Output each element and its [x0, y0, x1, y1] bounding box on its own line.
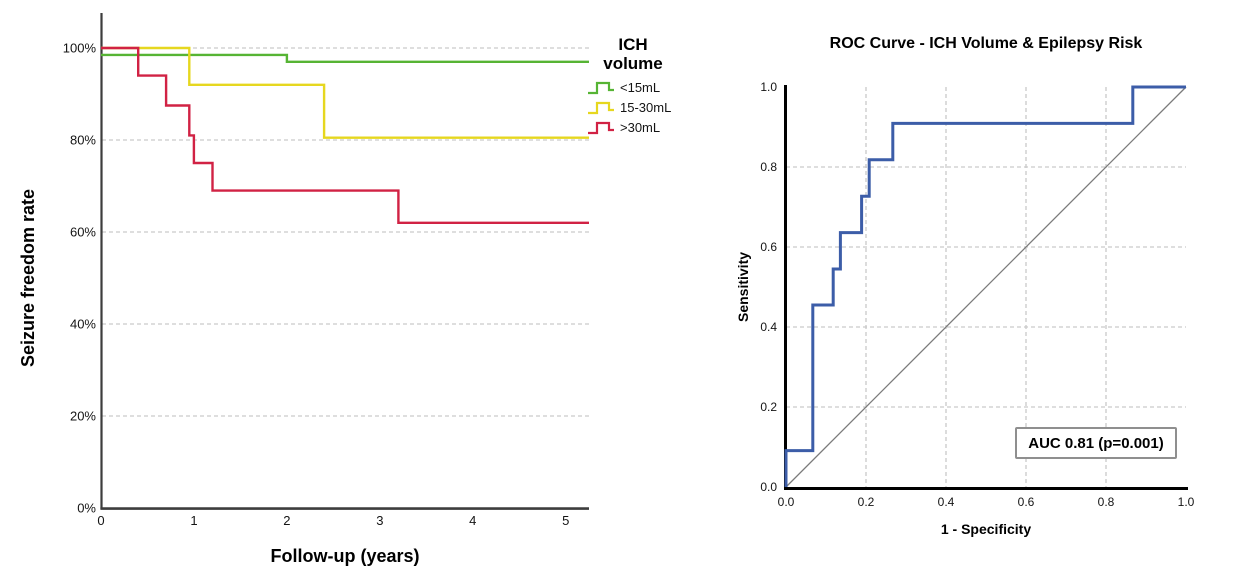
km-y-tick-label: 0%	[77, 501, 96, 516]
km-y-axis-title: Seizure freedom rate	[18, 189, 38, 367]
km-legend-label-2: >30mL	[620, 120, 660, 135]
roc-x-tick-label: 0.2	[858, 495, 875, 509]
roc-x-tick-label: 0.0	[778, 495, 795, 509]
km-legend-entries: <15mL 15-30mL >30mL	[588, 80, 671, 135]
roc-auc-annotation: AUC 0.81 (p=0.001)	[1015, 427, 1177, 459]
roc-y-tick-label: 1.0	[760, 80, 777, 94]
roc-x-tick-label: 0.8	[1098, 495, 1115, 509]
km-x-tick-label: 1	[190, 513, 197, 528]
roc-x-tick-label: 1.0	[1178, 495, 1195, 509]
km-x-tick-label: 0	[97, 513, 104, 528]
roc-reference-diagonal	[785, 86, 1187, 488]
roc-y-axis-title: Sensitivity	[735, 252, 751, 322]
km-legend-title-line-2: volume	[603, 54, 663, 73]
km-y-tick-label: 40%	[70, 317, 96, 332]
km-legend-title-line-1: ICH	[618, 35, 647, 54]
km-chart: 0% 20% 40% 60% 80% 100% 0 1 2 3 4 5	[63, 13, 589, 528]
km-legend-glyph-2	[588, 121, 614, 135]
roc-title: ROC Curve - ICH Volume & Epilepsy Risk	[830, 35, 1143, 52]
km-x-tick-label: 4	[469, 513, 476, 528]
auc-text: AUC 0.81 (p=0.001)	[1028, 435, 1163, 452]
roc-chart: 0.0 0.2 0.4 0.6 0.8 1.0 0.0 0.2 0.4 0.6 0.8 1.0	[760, 80, 1194, 509]
km-x-tick-label: 2	[283, 513, 290, 528]
km-x-tick-label: 3	[376, 513, 383, 528]
km-legend-label-1: 15-30mL	[620, 100, 671, 115]
auc-box	[1015, 427, 1177, 459]
km-y-tick-label: 20%	[70, 409, 96, 424]
roc-y-tick-label: 0.0	[760, 480, 777, 494]
roc-series-0	[784, 85, 1186, 487]
km-legend-glyph-1	[588, 101, 614, 115]
roc-y-tick-label: 0.8	[760, 160, 777, 174]
roc-x-tick-label: 0.4	[938, 495, 955, 509]
roc-y-tick-label: 0.2	[760, 400, 777, 414]
km-y-tick-label: 100%	[63, 41, 97, 56]
roc-y-tick-label: 0.4	[760, 320, 777, 334]
km-x-axis-title: Follow-up (years)	[270, 546, 419, 566]
roc-y-tick-label: 0.6	[760, 240, 777, 254]
km-series-2	[101, 46, 589, 225]
km-legend-label-0: <15mL	[620, 80, 660, 95]
km-y-tick-label: 80%	[70, 133, 96, 148]
roc-x-tick-label: 0.6	[1018, 495, 1035, 509]
km-y-tick-label: 60%	[70, 225, 96, 240]
km-legend: ICH volume <15mL 15-30mL >30mL	[588, 35, 671, 135]
km-legend-glyph-0	[588, 81, 614, 95]
km-series-0	[101, 53, 589, 63]
km-x-tick-label: 5	[562, 513, 569, 528]
roc-x-axis-title: 1 - Specificity	[941, 521, 1031, 537]
km-series-1	[101, 46, 589, 139]
